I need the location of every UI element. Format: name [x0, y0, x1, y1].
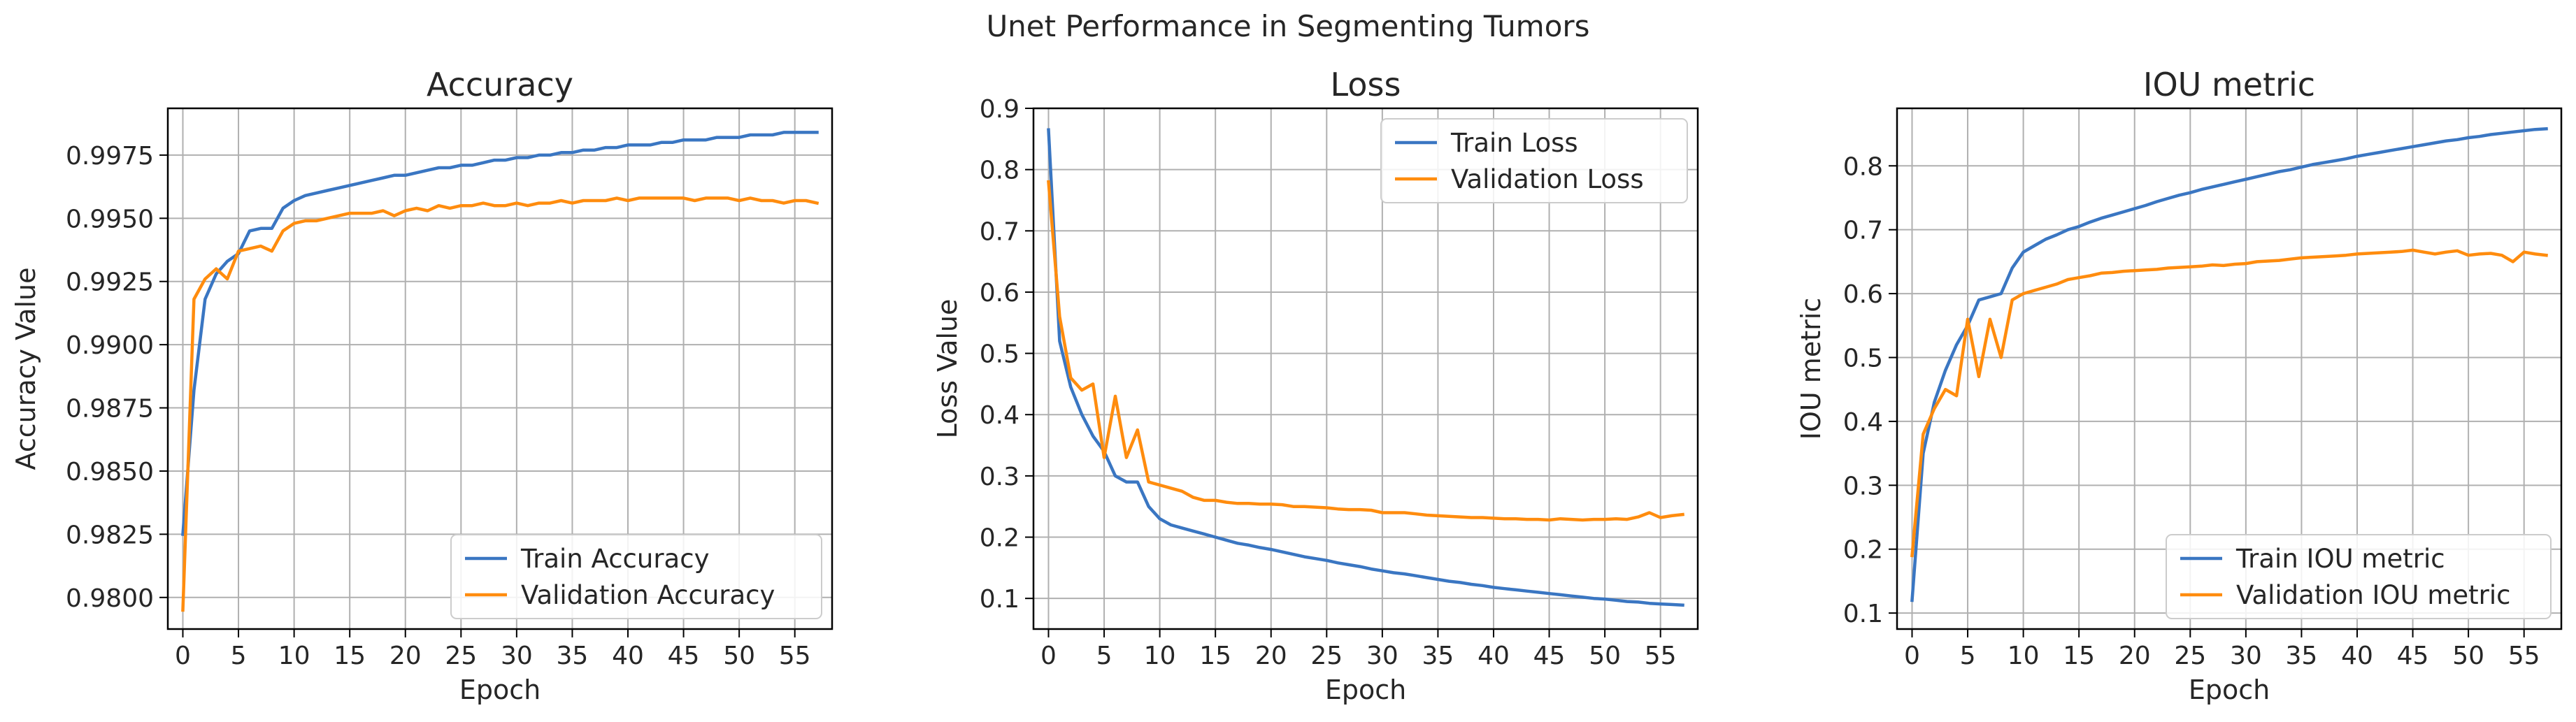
accuracy-chart: 0 5 10 15 20 25 30 35 40 45 50 55 0.9800 0.9825 0.9850… — [10, 66, 833, 705]
accuracy-x-tick-label: 40 — [612, 642, 644, 670]
loss-y-tick-label: 0.7 — [980, 217, 1019, 246]
iou-y-tick-label: 0.7 — [1843, 217, 1883, 245]
iou-x-tick-label: 50 — [2452, 642, 2484, 670]
loss-x-tick-label: 20 — [1255, 642, 1287, 670]
accuracy-x-tick-label: 0 — [175, 642, 191, 670]
iou-x-axis-label: Epoch — [2189, 674, 2270, 705]
iou-axes-frame — [1896, 107, 2563, 630]
loss-x-tick-label: 30 — [1366, 642, 1398, 670]
iou-x-tick-label: 5 — [1960, 642, 1976, 670]
accuracy-axes-frame — [166, 107, 833, 630]
iou-y-tick-label: 0.3 — [1843, 472, 1883, 500]
iou-y-tick-label: 0.5 — [1843, 345, 1883, 373]
accuracy-y-axis-label: Accuracy Value — [10, 268, 41, 470]
accuracy-x-tick-label: 30 — [501, 642, 533, 670]
loss-series-validation-line — [1047, 180, 1684, 522]
loss-x-tick-label: 35 — [1422, 642, 1454, 670]
iou-chart-title: IOU metric — [2143, 66, 2315, 103]
iou-legend-label-validation: Validation IOU metric — [2236, 580, 2511, 610]
iou-x-tick-label: 0 — [1904, 642, 1920, 670]
iou-y-axis-label: IOU metric — [1796, 298, 1826, 440]
iou-series-validation-line — [1910, 248, 2548, 558]
iou-series-train-line — [1910, 127, 2548, 602]
loss-x-tick-label: 15 — [1199, 642, 1231, 670]
iou-x-tick-label: 10 — [2008, 642, 2040, 670]
accuracy-x-tick-label: 55 — [779, 642, 811, 670]
loss-x-tick-label: 50 — [1589, 642, 1621, 670]
loss-legend-box — [1380, 118, 1688, 203]
accuracy-x-tick-label: 10 — [278, 642, 310, 670]
accuracy-y-tick-label: 0.9800 — [66, 584, 154, 613]
loss-x-tick-label: 45 — [1533, 642, 1566, 670]
accuracy-y-tick-label: 0.9900 — [66, 331, 154, 360]
iou-x-tick-label: 20 — [2119, 642, 2151, 670]
accuracy-x-axis-label: Epoch — [459, 674, 541, 705]
accuracy-x-tick-label: 15 — [334, 642, 366, 670]
loss-legend-label-train: Train Loss — [1450, 128, 1578, 158]
iou-y-tick-label: 0.4 — [1843, 408, 1883, 437]
iou-y-tick-label: 0.1 — [1843, 600, 1883, 628]
loss-y-tick-label: 0.9 — [980, 95, 1019, 124]
loss-series-train-line — [1047, 128, 1684, 607]
iou-y-tick-label: 0.6 — [1843, 280, 1883, 309]
loss-legend-label-validation: Validation Loss — [1451, 164, 1644, 194]
loss-y-tick-label: 0.8 — [980, 157, 1019, 185]
accuracy-x-tick-label: 5 — [231, 642, 247, 670]
loss-y-tick-label: 0.3 — [980, 463, 1019, 491]
accuracy-y-tick-label: 0.9925 — [66, 268, 154, 297]
iou-x-tick-label: 35 — [2286, 642, 2318, 670]
iou-legend-label-train: Train IOU metric — [2235, 544, 2445, 574]
accuracy-x-tick-label: 20 — [389, 642, 422, 670]
iou-chart: 0 5 10 15 20 25 30 35 40 45 50 55 0.1 0.2 0.3 0.4 0.5 0.6… — [1796, 66, 2563, 705]
loss-x-tick-label: 5 — [1096, 642, 1112, 670]
iou-y-tick-label: 0.2 — [1843, 536, 1883, 565]
loss-x-axis-label: Epoch — [1325, 674, 1406, 705]
iou-x-tick-label: 40 — [2341, 642, 2373, 670]
accuracy-y-tick-label: 0.9975 — [66, 142, 154, 171]
accuracy-x-tick-label: 45 — [668, 642, 700, 670]
loss-x-tick-label: 0 — [1040, 642, 1057, 670]
loss-y-tick-label: 0.2 — [980, 524, 1019, 553]
iou-y-tick-label: 0.8 — [1843, 152, 1883, 181]
iou-x-tick-label: 55 — [2508, 642, 2540, 670]
accuracy-y-tick-label: 0.9950 — [66, 205, 154, 233]
accuracy-legend-label-validation: Validation Accuracy — [521, 580, 775, 610]
accuracy-chart-title: Accuracy — [427, 66, 573, 103]
loss-y-axis-label: Loss Value — [932, 299, 963, 439]
loss-x-tick-label: 40 — [1477, 642, 1510, 670]
loss-y-tick-label: 0.6 — [980, 279, 1019, 308]
accuracy-y-tick-label: 0.9875 — [66, 395, 154, 424]
loss-x-tick-label: 25 — [1310, 642, 1343, 670]
accuracy-series-validation-line — [181, 196, 820, 612]
accuracy-x-tick-label: 50 — [723, 642, 755, 670]
loss-chart: 0 5 10 15 20 25 30 35 40 45 50 55 0.1 0.2 0.3 0.4 0.5 0.6… — [932, 66, 1699, 705]
loss-y-tick-label: 0.5 — [980, 340, 1019, 369]
loss-x-tick-label: 10 — [1144, 642, 1176, 670]
accuracy-legend-box — [450, 534, 822, 619]
loss-x-tick-label: 55 — [1645, 642, 1677, 670]
accuracy-legend-label-train: Train Accuracy — [520, 544, 709, 574]
iou-x-tick-label: 45 — [2397, 642, 2429, 670]
iou-legend-box — [2166, 534, 2552, 619]
accuracy-x-tick-label: 25 — [445, 642, 477, 670]
loss-y-tick-label: 0.1 — [980, 585, 1019, 614]
accuracy-series-train-line — [181, 131, 819, 536]
loss-y-tick-label: 0.4 — [980, 401, 1019, 430]
iou-x-tick-label: 15 — [2063, 642, 2095, 670]
accuracy-y-tick-label: 0.9825 — [66, 521, 154, 549]
accuracy-y-tick-label: 0.9850 — [66, 458, 154, 486]
loss-chart-title: Loss — [1331, 66, 1401, 103]
accuracy-x-tick-label: 35 — [557, 642, 589, 670]
loss-axes-frame — [1032, 107, 1699, 630]
figure-title: Unet Performance in Segmenting Tumors — [986, 9, 1589, 43]
iou-x-tick-label: 30 — [2230, 642, 2262, 670]
iou-x-tick-label: 25 — [2174, 642, 2206, 670]
